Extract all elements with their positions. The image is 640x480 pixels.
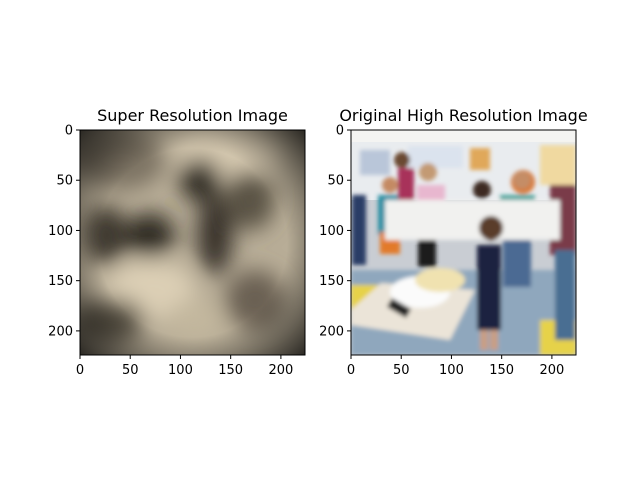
right-y-tick-label: 50 xyxy=(327,174,344,189)
left-x-tick-label: 150 xyxy=(218,363,243,378)
super-resolution-panel: Super Resolution Image 0 50 100 150 200 0 50 10… xyxy=(48,106,306,378)
left-y-tick-label: 150 xyxy=(48,274,73,289)
left-y-tick-label: 0 xyxy=(65,124,73,139)
right-axes-frame xyxy=(350,129,577,356)
right-panel-title: Original High Resolution Image xyxy=(339,106,587,125)
right-x-tick-label: 100 xyxy=(439,363,464,378)
left-y-tick-label: 200 xyxy=(48,324,73,339)
left-y-tick-label: 100 xyxy=(48,224,73,239)
left-x-tick-label: 50 xyxy=(122,363,139,378)
right-x-tick-label: 200 xyxy=(539,363,564,378)
right-x-tick-label: 150 xyxy=(489,363,514,378)
right-y-tick-label: 100 xyxy=(319,224,344,239)
right-y-tick-label: 0 xyxy=(336,124,344,139)
left-y-tick-label: 50 xyxy=(56,174,73,189)
original-photo xyxy=(351,130,576,355)
right-x-tick-label: 0 xyxy=(347,363,355,378)
left-x-tick-label: 200 xyxy=(268,363,293,378)
right-y-tick-label: 150 xyxy=(319,274,344,289)
super-resolution-image xyxy=(80,130,305,355)
right-x-tick-label: 50 xyxy=(393,363,410,378)
right-y-tick-label: 200 xyxy=(319,324,344,339)
original-panel: Original High Resolution Image xyxy=(319,106,588,378)
left-x-tick-label: 0 xyxy=(76,363,84,378)
left-panel-title: Super Resolution Image xyxy=(97,106,288,125)
left-x-tick-label: 100 xyxy=(168,363,193,378)
left-axes-frame xyxy=(79,129,306,356)
